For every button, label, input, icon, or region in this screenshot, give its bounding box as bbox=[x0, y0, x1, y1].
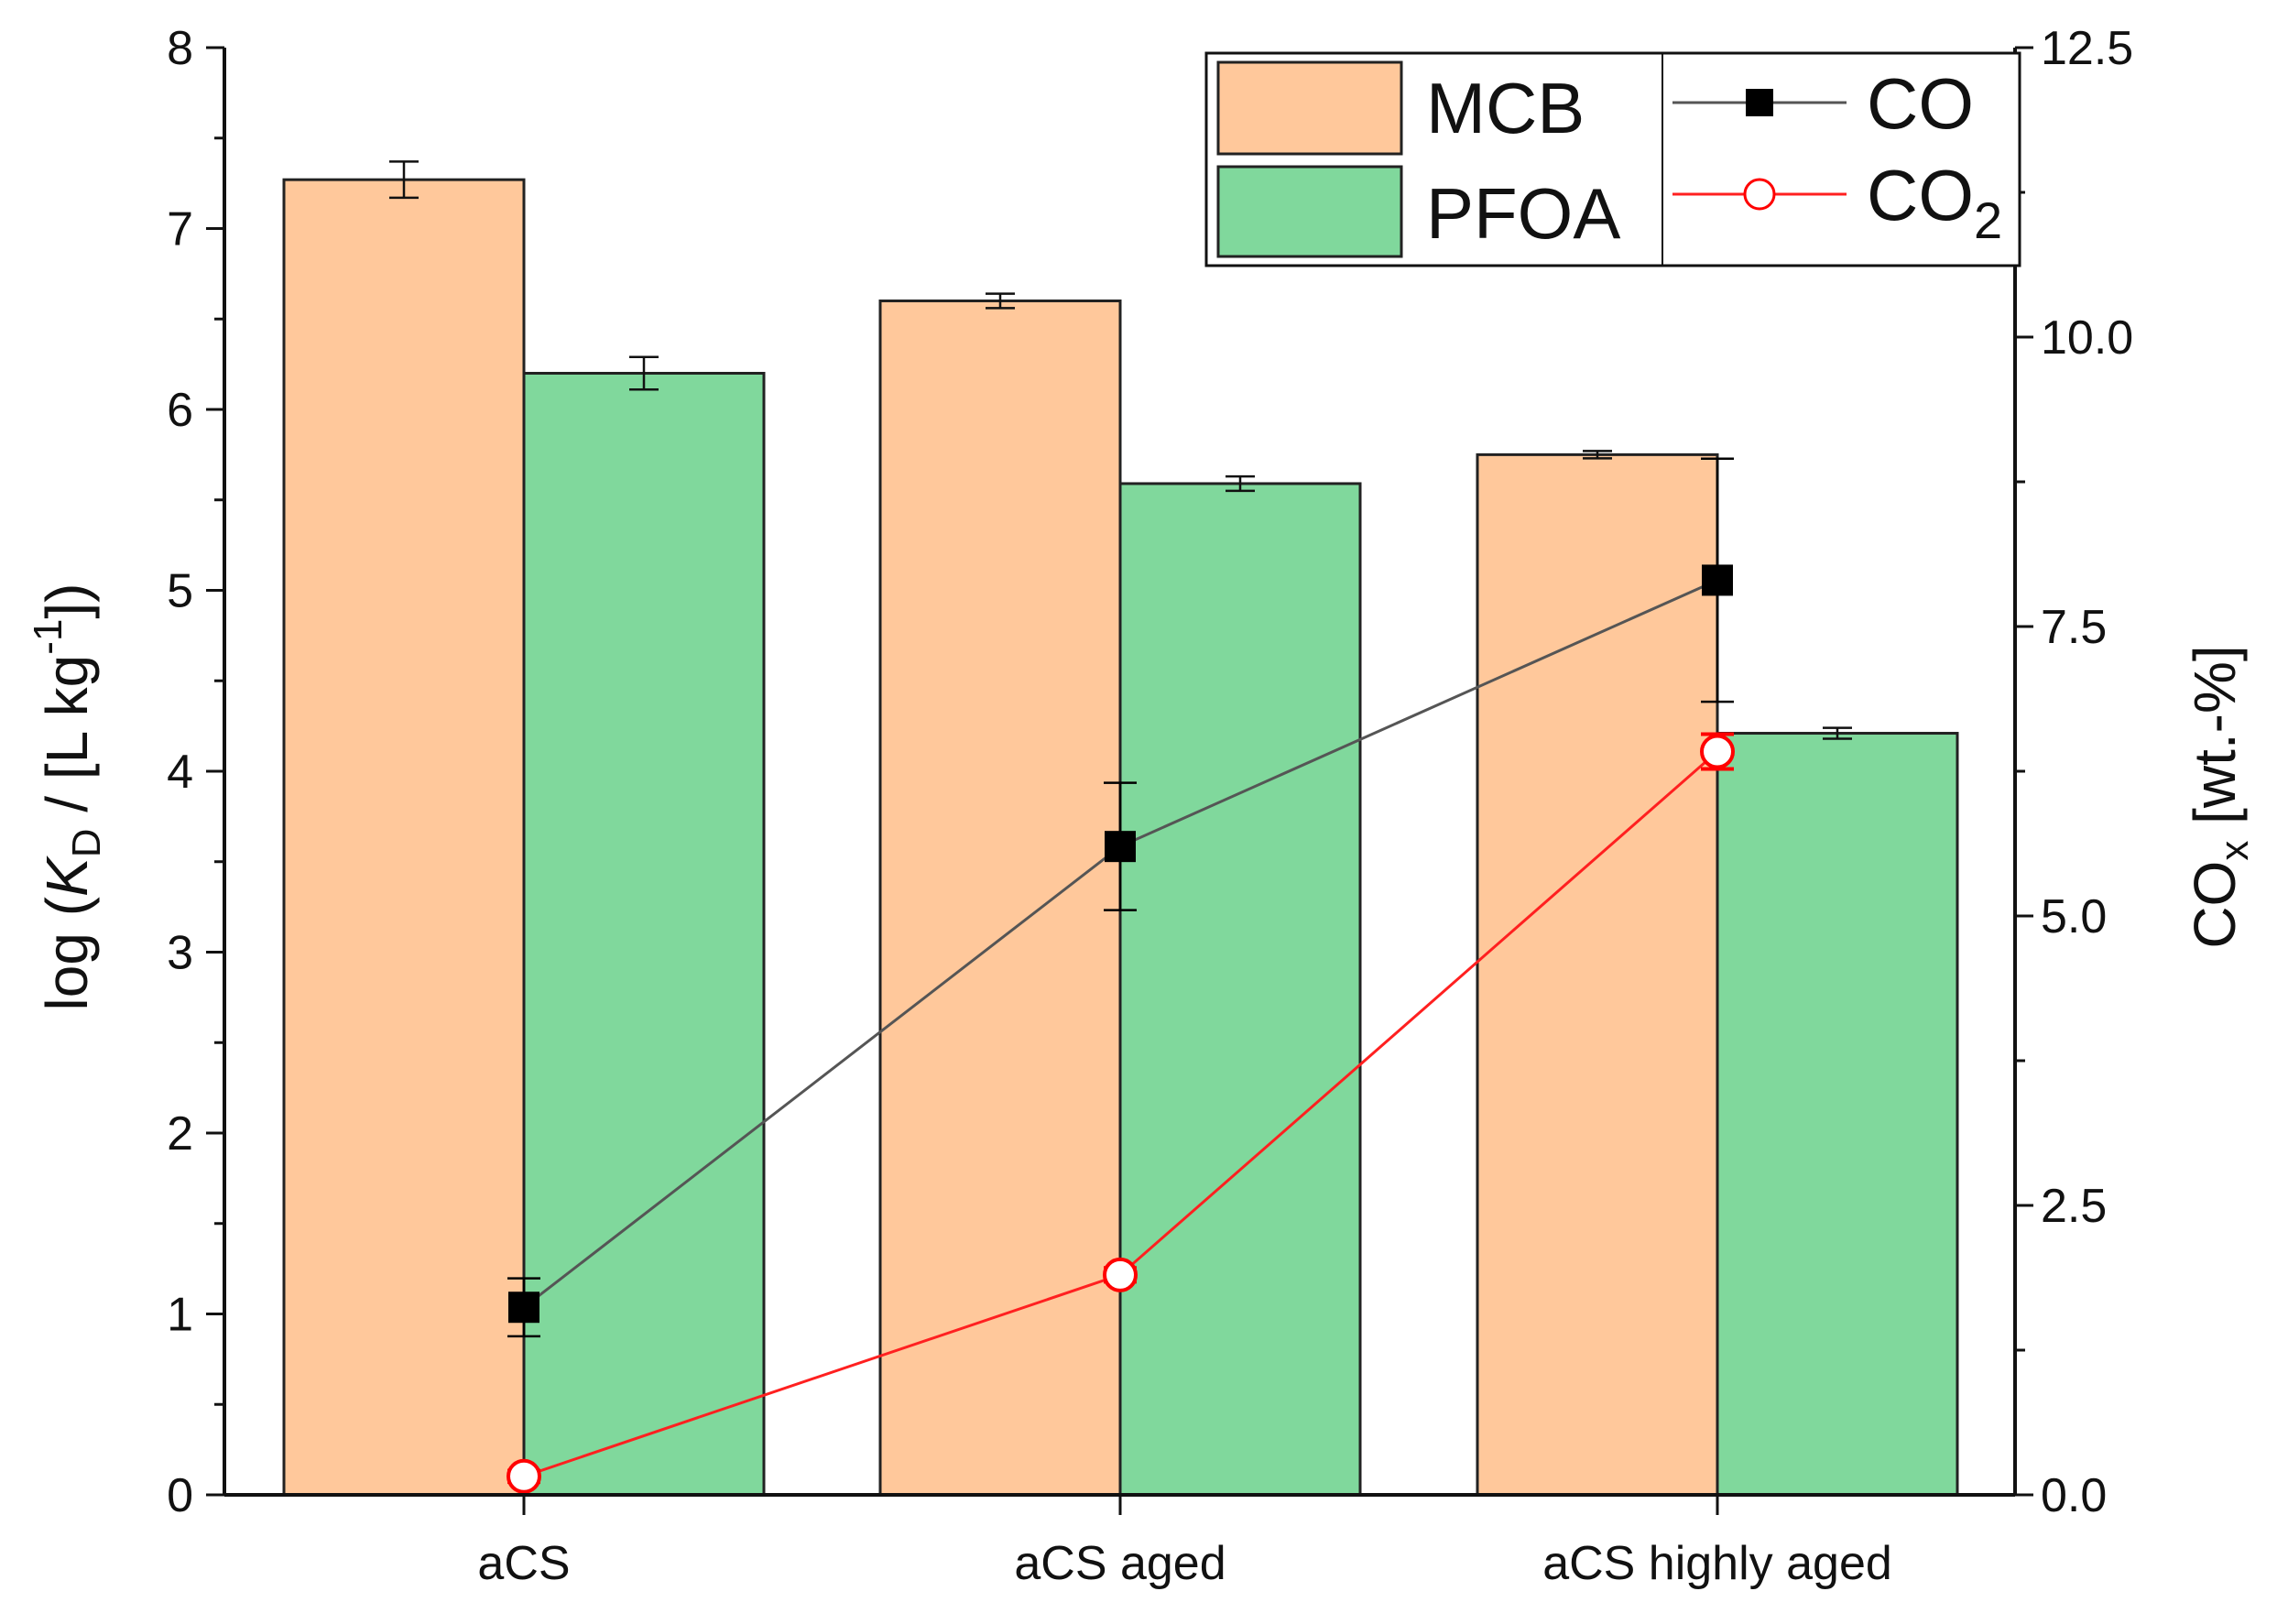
legend-marker-co bbox=[1746, 89, 1773, 116]
point-co-1 bbox=[1105, 831, 1136, 863]
y-tick-label-7: 7 bbox=[167, 203, 193, 256]
x-tick-label-2: aCS highly aged bbox=[1542, 1537, 1892, 1590]
legend-label-mcb: MCB bbox=[1426, 68, 1585, 148]
y-tick-label-1: 1 bbox=[167, 1289, 193, 1342]
point-co2-2 bbox=[1700, 734, 1735, 769]
axes-layer: 0 1 2 3 4 5 6 7 8 0.0 2.5 5.0 7.5 10.0 12.5 aCS aCS aged… bbox=[167, 22, 2133, 1590]
errorbar-pfoa-0 bbox=[629, 355, 659, 391]
legend-label-pfoa: PFOA bbox=[1426, 173, 1620, 254]
errorbar-mcb-2 bbox=[1583, 450, 1612, 460]
legend-label-co2: CO2 bbox=[1867, 155, 2002, 249]
y2-tick-label-0: 0.0 bbox=[2041, 1469, 2107, 1522]
lines-layer bbox=[507, 457, 1735, 1494]
y2-tick-label-2: 5.0 bbox=[2041, 890, 2107, 943]
y2-tick-label-4: 10.0 bbox=[2041, 311, 2133, 365]
bar-pfoa-0 bbox=[522, 372, 766, 1497]
errorbar-pfoa-2 bbox=[1823, 726, 1852, 740]
legend-swatch-pfoa bbox=[1216, 165, 1403, 258]
bar-mcb-0 bbox=[282, 178, 526, 1497]
y2-tick-label-3: 7.5 bbox=[2041, 601, 2107, 654]
y-tick-label-0: 0 bbox=[167, 1469, 193, 1522]
point-co2-0 bbox=[507, 1458, 541, 1494]
point-co-2 bbox=[1702, 564, 1733, 596]
point-co-0 bbox=[508, 1292, 539, 1324]
y-tick-label-4: 4 bbox=[167, 746, 193, 799]
errorbar-pfoa-1 bbox=[1226, 474, 1255, 493]
x-tick-label-1: aCS aged bbox=[1014, 1537, 1226, 1590]
x-tick-label-0: aCS bbox=[477, 1537, 570, 1590]
y-tick-label-3: 3 bbox=[167, 927, 193, 980]
y2-axis-title: COx [wt.-%] bbox=[2182, 645, 2257, 948]
y-tick-label-2: 2 bbox=[167, 1107, 193, 1161]
y2-tick-label-5: 12.5 bbox=[2041, 22, 2133, 75]
errorbar-mcb-1 bbox=[986, 292, 1015, 310]
errorbar-mcb-0 bbox=[389, 160, 419, 200]
bars-layer bbox=[282, 160, 1959, 1497]
legend: MCB PFOA CO CO2 bbox=[1204, 51, 2021, 267]
legend-marker-co2 bbox=[1743, 178, 1776, 211]
y2-tick-label-1: 2.5 bbox=[2041, 1180, 2107, 1233]
bar-mcb-2 bbox=[1476, 452, 1719, 1497]
y-axis-title: log (KD / [L kg-1]) bbox=[26, 583, 109, 1011]
bar-pfoa-2 bbox=[1716, 732, 1959, 1497]
y-tick-label-6: 6 bbox=[167, 384, 193, 437]
legend-label-co: CO bbox=[1867, 63, 1974, 144]
y-tick-label-8: 8 bbox=[167, 22, 193, 75]
y-tick-label-5: 5 bbox=[167, 565, 193, 618]
bar-pfoa-1 bbox=[1118, 482, 1362, 1497]
point-co2-1 bbox=[1103, 1257, 1138, 1292]
legend-swatch-mcb bbox=[1216, 60, 1403, 156]
